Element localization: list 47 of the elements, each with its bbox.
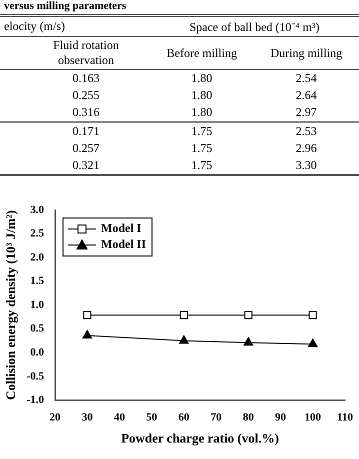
x-tick-label: 30: [82, 412, 94, 424]
text: Before milling: [166, 44, 238, 62]
text: 2.64: [294, 87, 318, 104]
x-tick-label: 110: [337, 412, 354, 424]
text: versus milling parameters: [4, 0, 128, 14]
y-tick-label: 2.5: [30, 228, 45, 240]
text: Fluid rotation observation: [52, 37, 120, 69]
text: 2.96: [294, 140, 318, 157]
x-tick-label: 50: [146, 412, 158, 424]
text: Space of ball bed (10⁻⁴ m³): [150, 16, 359, 36]
y-tick-label: -0.5: [26, 370, 45, 382]
x-tick-label: 60: [178, 412, 190, 424]
text: 0.321: [72, 157, 100, 174]
y-tick-label: 3.0: [30, 204, 45, 216]
text: 2.53: [294, 123, 318, 140]
text: 2.54: [294, 70, 318, 87]
text: 1.80: [190, 70, 214, 87]
x-axis-title: Powder charge ratio (vol.%): [121, 430, 279, 446]
y-tick-label: 0.5: [30, 322, 45, 335]
legend-label: Model I: [101, 221, 142, 236]
text: 1.75: [190, 140, 214, 157]
y-tick-label: 1.0: [30, 298, 45, 311]
y-tick-label: 2.0: [30, 251, 45, 264]
y-axis-title: Collision energy density (10³ J/m²): [3, 210, 18, 400]
text: 1.80: [190, 87, 214, 104]
x-tick-label: 80: [242, 412, 254, 424]
x-tick-label: 40: [114, 412, 126, 424]
y-tick-label: 0.0: [30, 346, 45, 358]
x-tick-label: 100: [304, 412, 322, 424]
text: 0.316: [72, 104, 100, 121]
text: During milling: [269, 44, 344, 62]
text: 0.171: [72, 123, 100, 140]
y-tick-label: -1.0: [26, 394, 45, 406]
text: 0.257: [72, 140, 100, 157]
text: 1.80: [190, 104, 214, 121]
text: 2.97: [294, 104, 318, 121]
x-tick-label: 20: [50, 412, 62, 424]
x-tick-label: 90: [275, 412, 287, 424]
text: 1.75: [190, 123, 214, 140]
text: elocity (m/s): [0, 16, 150, 36]
text: 0.163: [72, 70, 100, 87]
text: 3.30: [294, 157, 318, 174]
legend-label: Model II: [101, 237, 146, 252]
text: 0.255: [72, 87, 100, 104]
text: 1.75: [190, 157, 214, 174]
x-tick-label: 70: [210, 412, 222, 424]
y-tick-label: 1.5: [30, 275, 45, 288]
